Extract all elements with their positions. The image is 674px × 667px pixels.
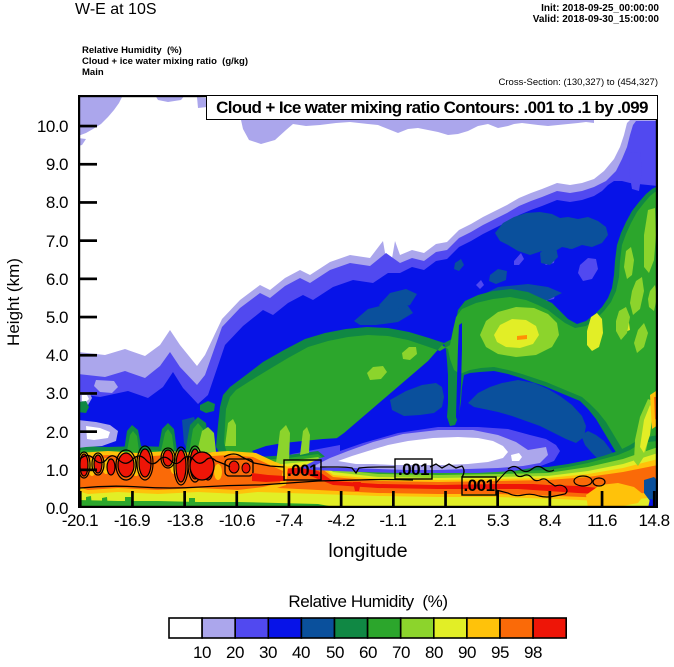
svg-text:.001: .001 (287, 461, 318, 480)
svg-text:.001: .001 (398, 460, 429, 479)
svg-text:.001: .001 (463, 476, 494, 495)
